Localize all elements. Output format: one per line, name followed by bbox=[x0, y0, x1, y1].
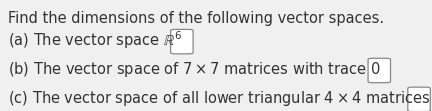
Text: Find the dimensions of the following vector spaces.: Find the dimensions of the following vec… bbox=[8, 11, 384, 26]
FancyBboxPatch shape bbox=[171, 29, 193, 54]
FancyBboxPatch shape bbox=[408, 87, 430, 111]
FancyBboxPatch shape bbox=[368, 58, 391, 83]
Text: (a) The vector space $\mathbb{R}^6$: (a) The vector space $\mathbb{R}^6$ bbox=[8, 30, 182, 51]
Text: (c) The vector space of all lower triangular $4 \times 4$ matrices: (c) The vector space of all lower triang… bbox=[8, 89, 430, 108]
Text: (b) The vector space of $7 \times 7$ matrices with trace $0$: (b) The vector space of $7 \times 7$ mat… bbox=[8, 60, 380, 79]
